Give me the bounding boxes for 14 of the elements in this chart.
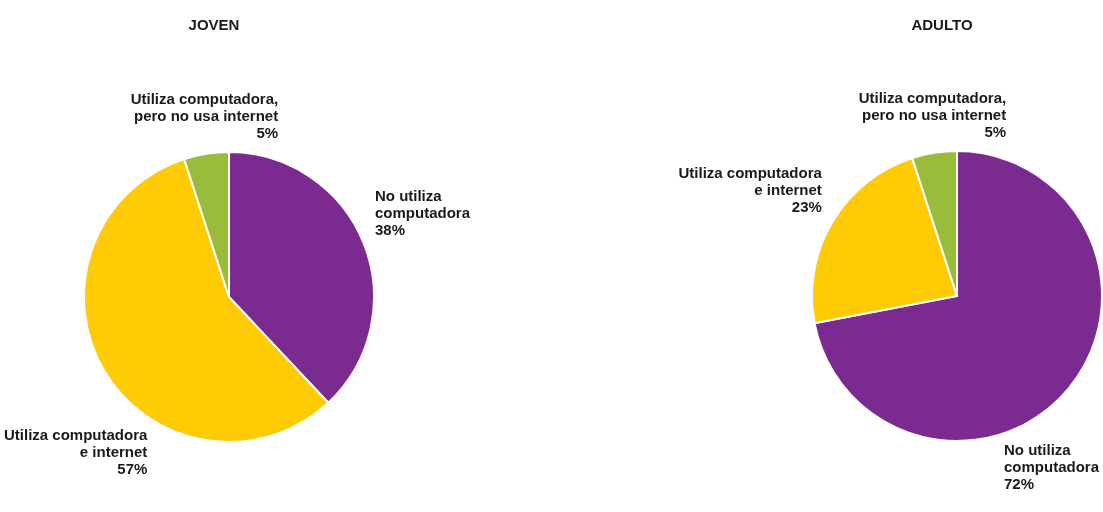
data-label: 57% — [117, 460, 148, 478]
data-label: 23% — [791, 198, 822, 216]
data-label: 5% — [256, 123, 279, 141]
slice-label: Utiliza computadora, pero no usa internet — [858, 88, 1007, 123]
slice-label: No utiliza computadora — [1003, 440, 1100, 475]
slice-label: No utiliza computadora — [374, 187, 471, 222]
data-label: 5% — [984, 122, 1007, 140]
chart-title: JOVEN — [188, 16, 240, 33]
data-label: 72% — [1003, 474, 1035, 492]
slice-label: Utiliza computadora, pero no usa internet — [130, 89, 279, 124]
slice-label: Utiliza computadora e internet — [4, 426, 149, 461]
chart-title: ADULTO — [911, 16, 973, 33]
data-label: 38% — [374, 221, 406, 239]
slice-label: Utiliza computadora e internet — [678, 164, 823, 199]
